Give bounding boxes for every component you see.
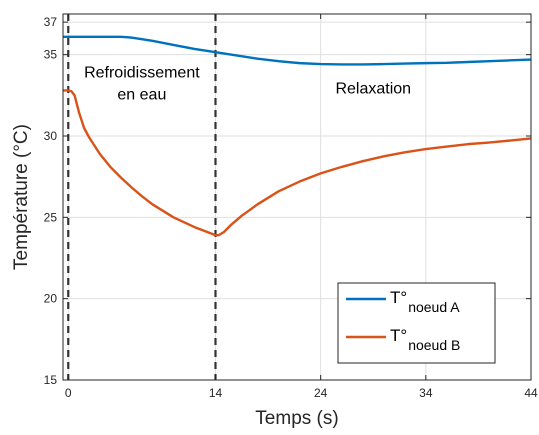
series-line [63,89,532,237]
y-tick-label: 35 [44,48,58,62]
y-axis-label: Température (°C) [11,124,32,270]
legend: T°noeud A T°noeud B [337,282,496,364]
x-tick-label: 14 [209,386,223,400]
x-tick-label: 34 [419,386,433,400]
phase-divider-lines [67,14,217,380]
x-axis-label: Temps (s) [255,408,338,429]
x-axis-ticks: 0 14 24 34 44 [65,14,538,400]
annotation-text: Refroidissement en eau [84,64,200,103]
y-tick-label: 25 [44,210,58,224]
legend-entry: T°noeud A [390,288,460,315]
x-tick-label: 24 [314,386,328,400]
plot-frame [62,13,532,381]
y-axis-ticks: 15 20 25 30 35 37 [44,15,531,387]
y-tick-label: 20 [44,292,58,306]
series-line [63,35,532,66]
y-tick-label: 15 [44,373,58,387]
legend-entry: T°noeud B [390,326,460,353]
annotation-text: Relaxation [335,81,411,98]
x-tick-label: 0 [65,386,72,400]
y-tick-label: 37 [44,15,58,29]
y-tick-label: 30 [44,129,58,143]
annotations: Refroidissement en eau Relaxation [84,64,411,103]
legend-box [337,282,496,364]
x-tick-label: 44 [524,386,538,400]
series-lines [63,35,532,237]
